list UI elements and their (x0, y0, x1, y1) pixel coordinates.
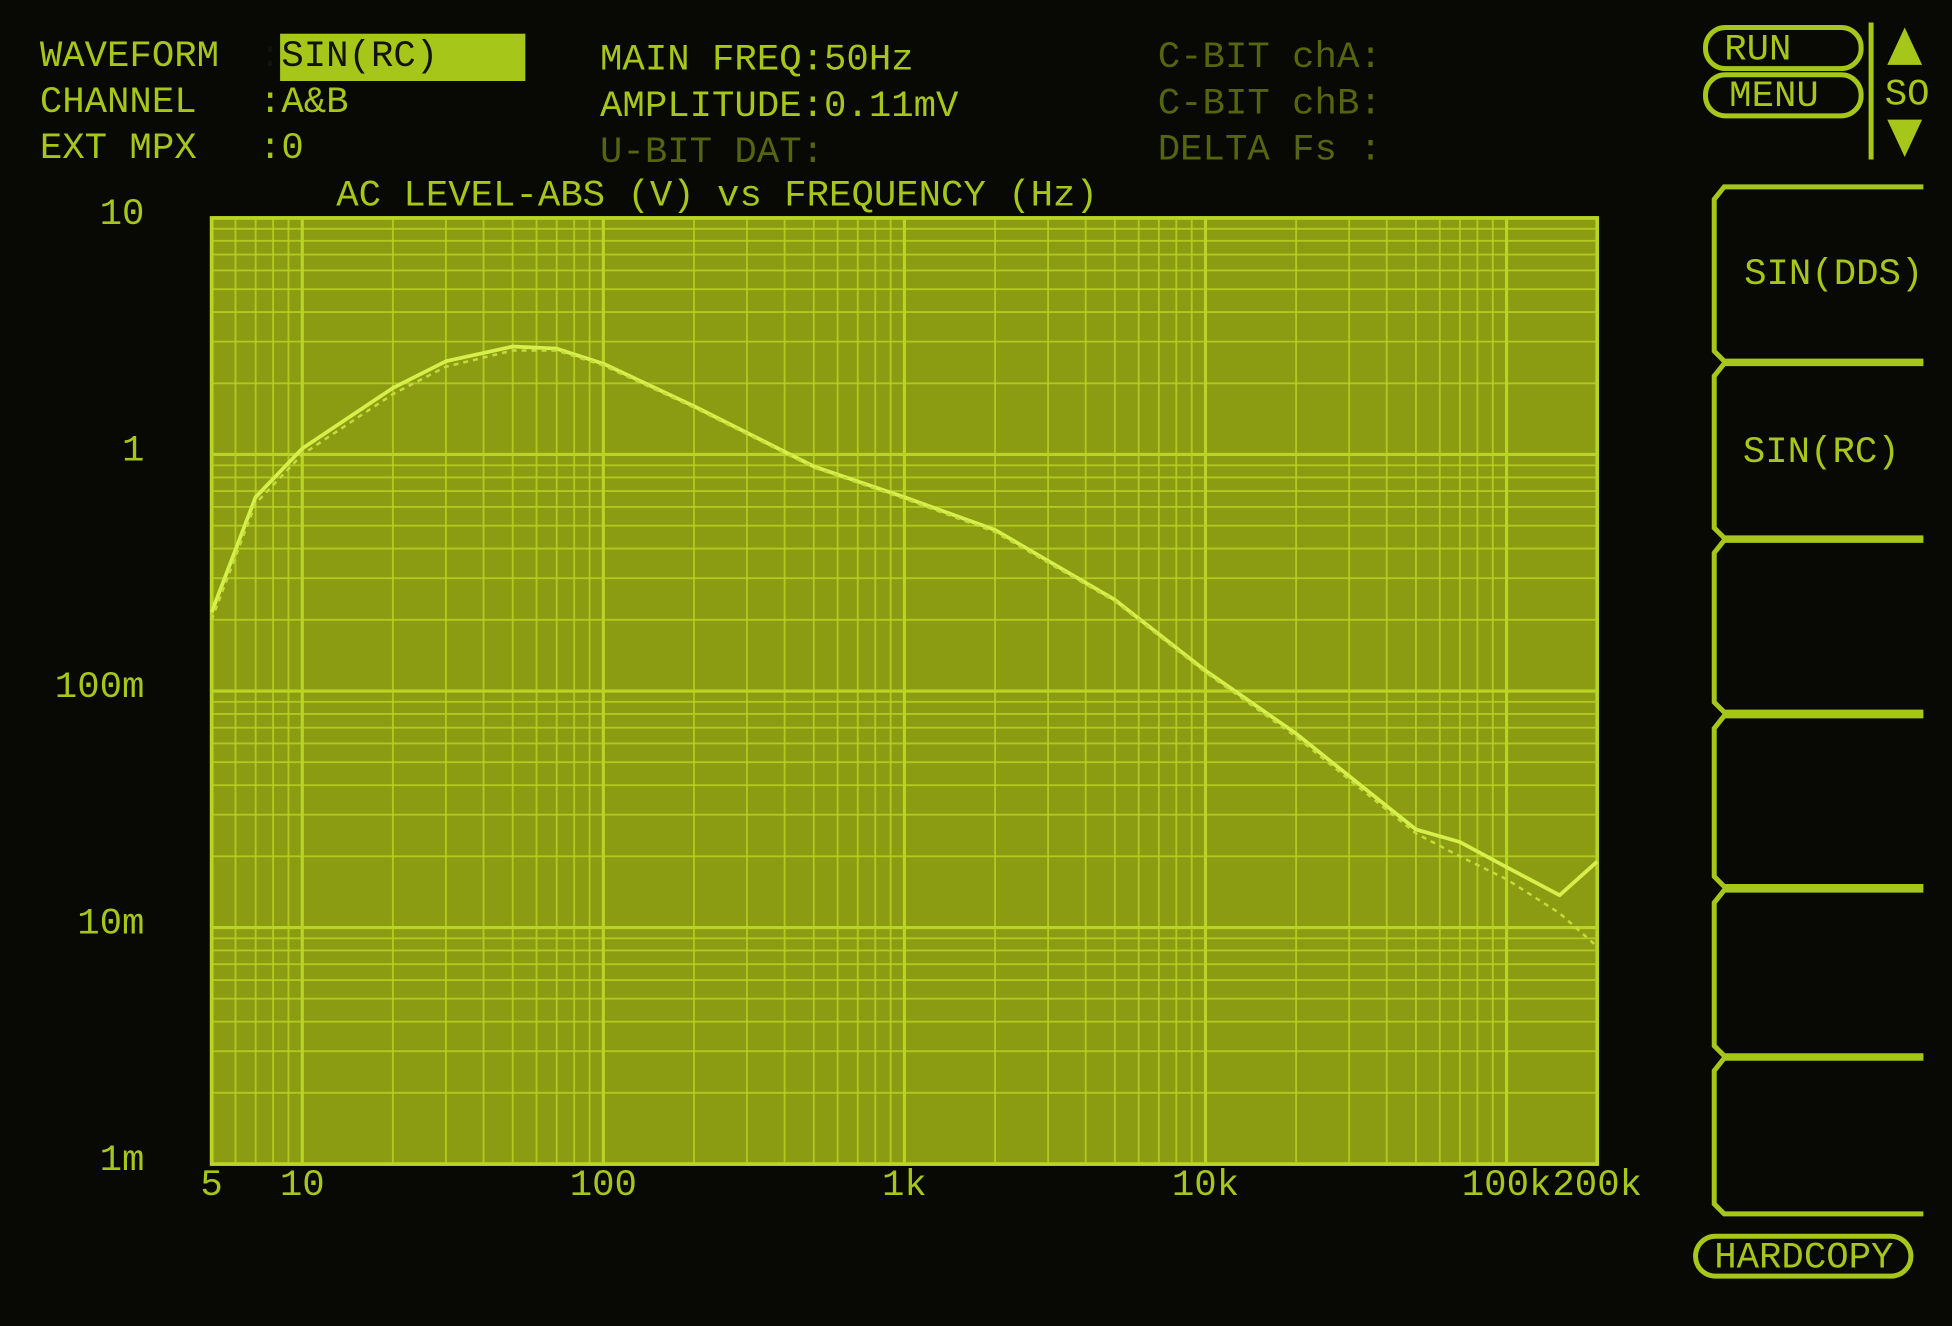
plot-frame (209, 216, 1600, 1166)
scroll-up[interactable] (1887, 27, 1923, 65)
menu-label: MENU (1729, 76, 1819, 118)
x-tick-label: 10k (1172, 1165, 1239, 1207)
hardcopy-button[interactable] (1693, 1233, 1914, 1279)
field-label: CHANNEL (40, 82, 197, 124)
menu-button[interactable] (1703, 72, 1864, 119)
softkey-label: SIN(RC) (1743, 432, 1900, 474)
status-text: U-BIT DAT: (600, 132, 824, 174)
waveform-highlight (280, 33, 526, 82)
y-tick-label: 100m (55, 667, 145, 709)
x-tick-label: 10 (280, 1165, 325, 1207)
x-tick-label: 200k (1552, 1165, 1642, 1207)
scroll-down[interactable] (1887, 119, 1923, 157)
hardcopy-label: HARDCOPY (1714, 1237, 1893, 1279)
status-text: AMPLITUDE:0.11mV (600, 86, 959, 128)
x-tick-label: 1k (882, 1165, 927, 1207)
trace (210, 349, 1599, 948)
chart-title: AC LEVEL-ABS (V) vs FREQUENCY (Hz) (336, 175, 1098, 217)
cbit-text: DELTA Fs : (1158, 129, 1382, 171)
softkey[interactable] (1711, 537, 1924, 715)
run-label: RUN (1724, 30, 1791, 72)
softkey[interactable] (1711, 713, 1924, 889)
y-tick-label: 10 (100, 194, 145, 236)
run-button[interactable] (1703, 24, 1864, 72)
cbit-text: C-BIT chA: (1158, 37, 1382, 79)
softkey[interactable] (1711, 1055, 1924, 1217)
y-tick-label: 10m (77, 904, 144, 946)
field-value: :0 (259, 128, 304, 170)
status-text: MAIN FREQ:50Hz (600, 40, 914, 82)
x-tick-label: 5 (200, 1165, 222, 1207)
y-tick-label: 1 (122, 431, 144, 473)
softkey[interactable] (1711, 887, 1924, 1059)
scroll-label: SO (1885, 75, 1930, 117)
field-label: EXT MPX (40, 128, 197, 170)
trace (209, 344, 1599, 898)
softkey-label: SIN(DDS) (1744, 254, 1923, 296)
x-tick-label: 100 (570, 1165, 637, 1207)
field-label: WAVEFORM (40, 36, 219, 78)
x-tick-label: 100k (1462, 1165, 1552, 1207)
y-tick-label: 1m (100, 1140, 145, 1182)
cbit-text: C-BIT chB: (1158, 83, 1382, 125)
field-value: :A&B (259, 82, 349, 124)
field-value: :SIN(RC) (259, 36, 438, 78)
